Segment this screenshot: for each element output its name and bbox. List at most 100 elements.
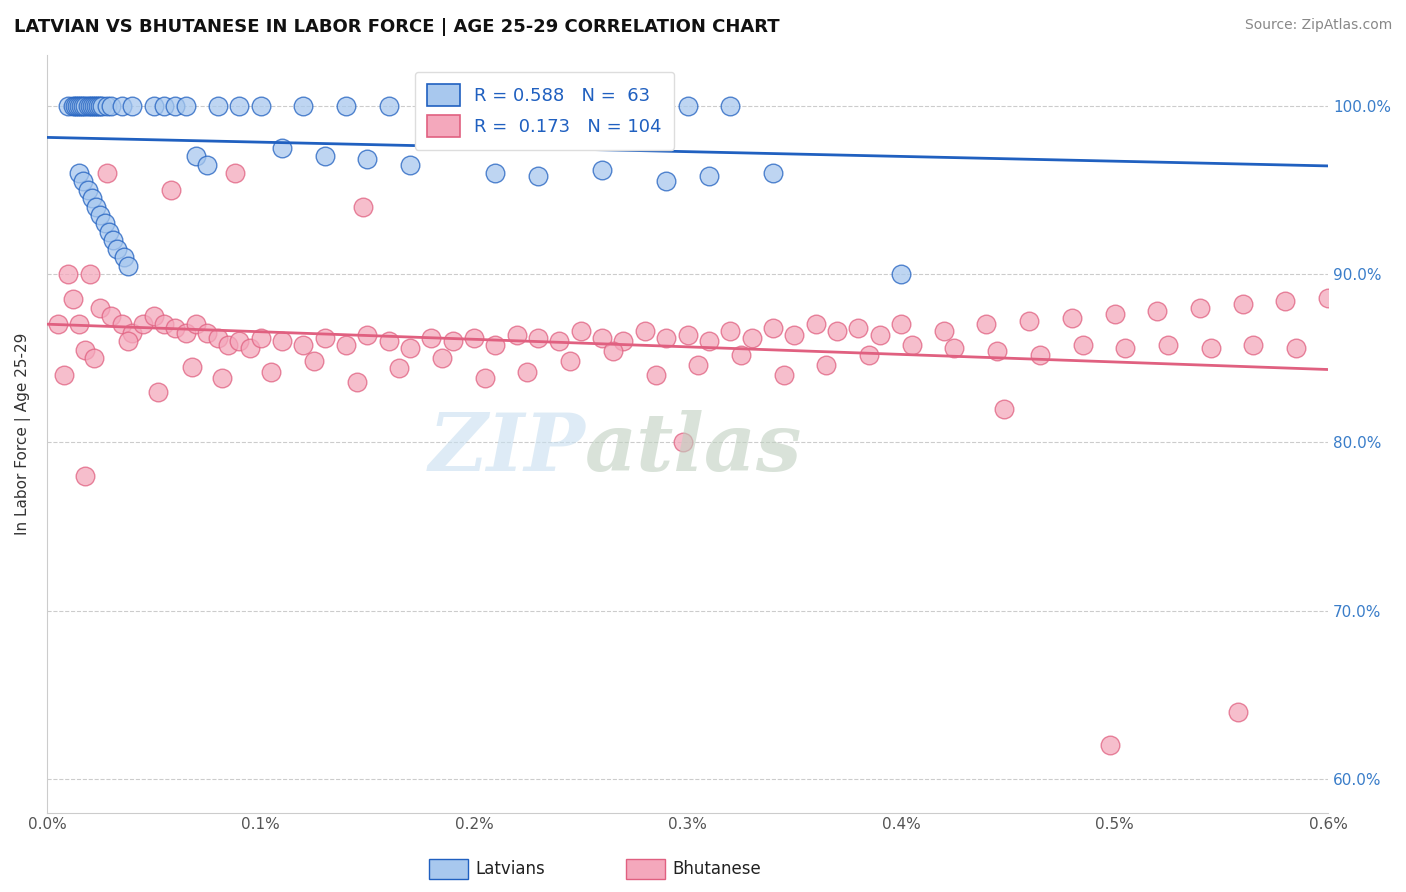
Point [270,334,292,349]
Point [976,318,998,332]
Point [825,324,848,338]
Point [62,98,84,112]
Point [1099,738,1122,752]
Point [79,98,101,112]
Point [112,250,135,264]
Point [159,183,181,197]
Point [67,318,90,332]
Point [67,166,90,180]
Point [87,98,110,112]
Point [132,318,155,332]
Y-axis label: In Labor Force | Age 25-29: In Labor Force | Age 25-29 [15,333,31,535]
Point [1285,341,1308,355]
Point [79,267,101,281]
Point [655,331,678,345]
Point [591,331,613,345]
Point [80,98,103,112]
Point [506,327,529,342]
Point [527,169,550,184]
Text: LATVIAN VS BHUTANESE IN LABOR FORCE | AGE 25-29 CORRELATION CHART: LATVIAN VS BHUTANESE IN LABOR FORCE | AG… [14,18,780,36]
Point [1114,341,1136,355]
Point [1327,334,1350,349]
Point [718,324,741,338]
Point [1317,291,1340,305]
Point [900,337,922,351]
Point [506,98,529,112]
Point [146,384,169,399]
Point [142,309,165,323]
Point [890,318,912,332]
Point [142,98,165,112]
Text: Latvians: Latvians [475,860,546,878]
Point [697,334,720,349]
Point [815,358,838,372]
Point [292,337,315,351]
Point [804,318,827,332]
Point [249,331,271,345]
Point [117,334,139,349]
Point [249,98,271,112]
Point [228,334,250,349]
Point [67,98,90,112]
Point [174,326,197,340]
Point [430,351,453,365]
Point [1146,304,1168,318]
Point [80,191,103,205]
Point [195,157,218,171]
Point [117,259,139,273]
Point [239,341,262,355]
Point [730,348,752,362]
Point [72,98,94,112]
Point [165,320,187,334]
Point [62,292,84,306]
Legend: R = 0.588   N =  63, R =  0.173   N = 104: R = 0.588 N = 63, R = 0.173 N = 104 [415,71,675,150]
Point [207,98,229,112]
Point [602,344,624,359]
Point [399,341,422,355]
Point [1199,341,1222,355]
Point [207,331,229,345]
Point [352,200,374,214]
Point [165,98,187,112]
Point [63,98,86,112]
Point [314,331,336,345]
Point [463,331,485,345]
Point [107,242,129,256]
Point [1274,293,1296,308]
Point [211,371,233,385]
Point [260,365,283,379]
Point [1029,348,1052,362]
Point [186,318,208,332]
Point [644,368,666,382]
Point [53,368,76,382]
Point [672,435,695,450]
Point [111,98,134,112]
Point [1189,301,1212,315]
Point [335,337,357,351]
Point [314,149,336,163]
Point [101,233,124,247]
Point [72,174,94,188]
Point [772,368,794,382]
Point [292,98,315,112]
Point [484,337,506,351]
Point [93,217,115,231]
Point [111,318,134,332]
Point [932,324,955,338]
Point [484,166,506,180]
Point [75,98,97,112]
Point [634,98,657,112]
Point [186,149,208,163]
Point [96,166,118,180]
Point [346,375,368,389]
Point [420,98,443,112]
Point [100,309,122,323]
Point [1071,337,1094,351]
Point [634,324,657,338]
Point [153,318,176,332]
Point [558,354,581,368]
Point [228,98,250,112]
Text: Bhutanese: Bhutanese [672,860,761,878]
Point [612,334,634,349]
Point [91,98,114,112]
